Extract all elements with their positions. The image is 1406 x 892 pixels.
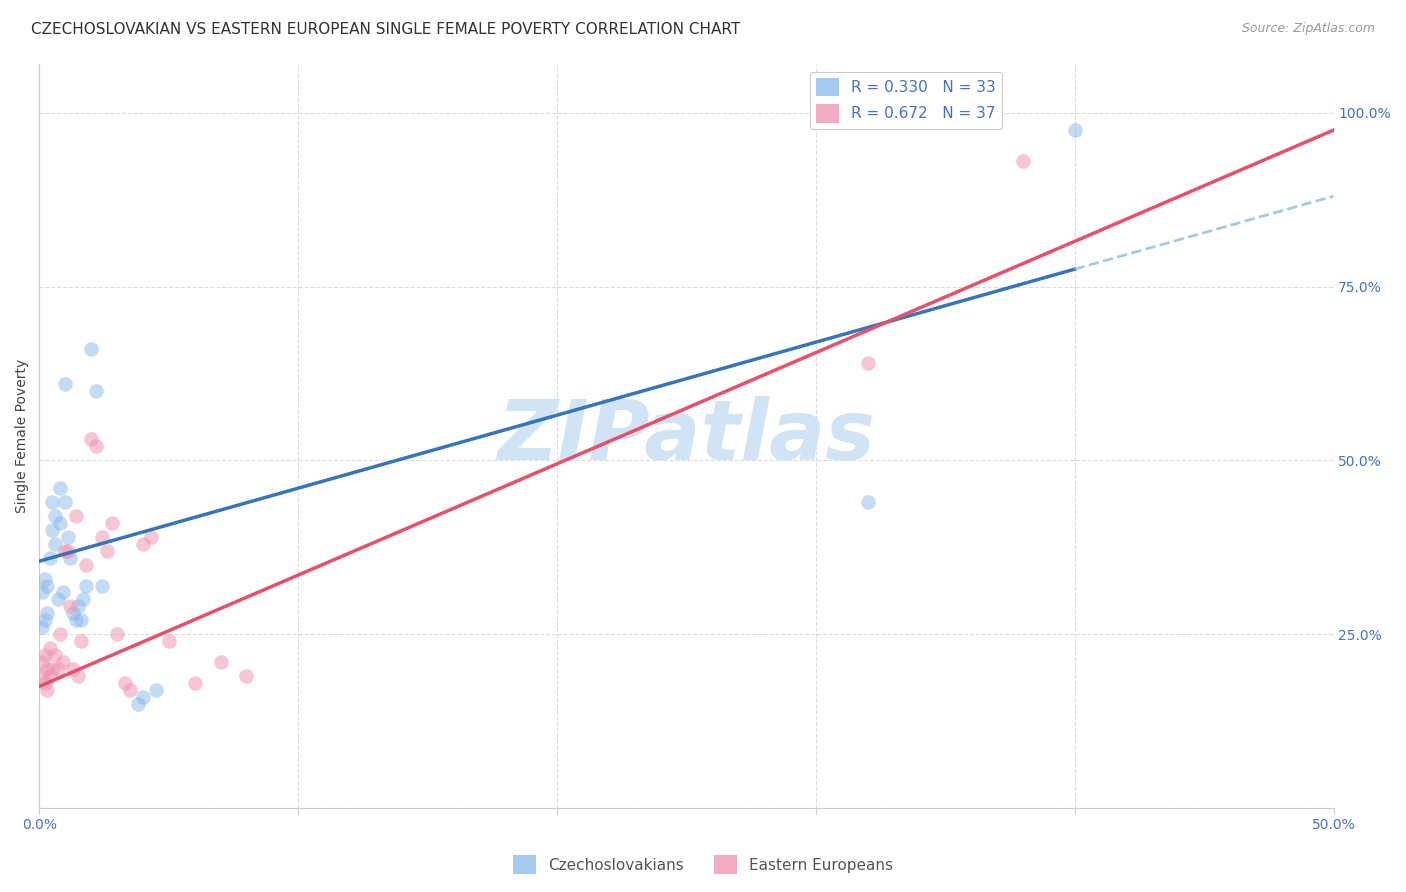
Point	[38, 669, 60, 683]
Point	[34, 648, 56, 662]
Point	[86, 440, 108, 454]
Y-axis label: Single Female Poverty: Single Female Poverty	[15, 359, 30, 513]
Point	[52, 585, 75, 599]
Point	[53, 543, 76, 558]
Point	[37, 578, 59, 592]
Point	[105, 627, 128, 641]
Point	[49, 627, 72, 641]
Point	[96, 543, 118, 558]
Point	[67, 669, 90, 683]
Point	[75, 558, 97, 572]
Point	[80, 433, 103, 447]
Point	[37, 662, 59, 676]
Point	[69, 634, 91, 648]
Point	[41, 662, 63, 676]
Point	[34, 572, 56, 586]
Point	[44, 537, 66, 551]
Point	[46, 592, 69, 607]
Point	[31, 655, 53, 669]
Point	[1012, 154, 1035, 169]
Point	[127, 697, 149, 711]
Point	[53, 495, 76, 509]
Legend: Czechoslovakians, Eastern Europeans: Czechoslovakians, Eastern Europeans	[506, 849, 900, 880]
Point	[56, 530, 79, 544]
Point	[52, 655, 75, 669]
Point	[209, 655, 232, 669]
Point	[132, 537, 155, 551]
Point	[80, 342, 103, 356]
Point	[37, 607, 59, 621]
Point	[56, 543, 79, 558]
Point	[46, 662, 69, 676]
Point	[59, 550, 82, 565]
Point	[90, 578, 112, 592]
Point	[69, 613, 91, 627]
Point	[44, 508, 66, 523]
Point	[67, 599, 90, 614]
Point	[53, 376, 76, 391]
Point	[49, 481, 72, 495]
Point	[75, 578, 97, 592]
Point	[145, 682, 167, 697]
Point	[235, 669, 257, 683]
Point	[72, 592, 94, 607]
Point	[62, 662, 84, 676]
Text: Source: ZipAtlas.com: Source: ZipAtlas.com	[1241, 22, 1375, 36]
Text: CZECHOSLOVAKIAN VS EASTERN EUROPEAN SINGLE FEMALE POVERTY CORRELATION CHART: CZECHOSLOVAKIAN VS EASTERN EUROPEAN SING…	[31, 22, 740, 37]
Point	[856, 495, 879, 509]
Point	[38, 550, 60, 565]
Point	[90, 530, 112, 544]
Point	[31, 585, 53, 599]
Point	[132, 690, 155, 704]
Point	[101, 516, 124, 530]
Point	[114, 676, 136, 690]
Point	[118, 682, 141, 697]
Point	[34, 613, 56, 627]
Point	[38, 641, 60, 656]
Legend: R = 0.330   N = 33, R = 0.672   N = 37: R = 0.330 N = 33, R = 0.672 N = 37	[810, 71, 1002, 128]
Point	[49, 516, 72, 530]
Text: ZIPatlas: ZIPatlas	[498, 395, 876, 476]
Point	[86, 384, 108, 398]
Point	[34, 676, 56, 690]
Point	[44, 648, 66, 662]
Point	[31, 669, 53, 683]
Point	[856, 356, 879, 370]
Point	[65, 613, 87, 627]
Point	[41, 523, 63, 537]
Point	[157, 634, 180, 648]
Point	[139, 530, 162, 544]
Point	[59, 599, 82, 614]
Point	[41, 495, 63, 509]
Point	[37, 682, 59, 697]
Point	[65, 508, 87, 523]
Point	[62, 607, 84, 621]
Point	[183, 676, 205, 690]
Point	[1063, 123, 1085, 137]
Point	[31, 620, 53, 634]
